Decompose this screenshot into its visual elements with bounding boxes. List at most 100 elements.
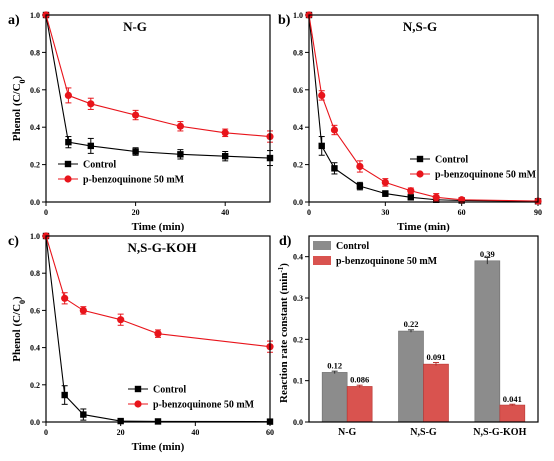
bar-control xyxy=(321,372,348,423)
bar-benzoquinone xyxy=(499,404,526,423)
y-tick-label: 1.0 xyxy=(30,11,40,20)
y-tick-label: 0.2 xyxy=(30,161,40,170)
bar-control xyxy=(474,260,501,423)
y-tick-label: 0.0 xyxy=(30,198,40,207)
series-control xyxy=(42,11,274,167)
y-tick-label: 0.0 xyxy=(30,418,40,427)
data-point xyxy=(132,148,139,155)
data-point xyxy=(117,417,124,425)
data-point xyxy=(61,294,69,302)
data-point xyxy=(432,193,440,201)
y-tick-label: 0.1 xyxy=(293,377,303,386)
legend-swatch xyxy=(313,256,331,265)
category-label: N,S-G-KOH xyxy=(473,427,526,438)
y-tick-label: 1.0 xyxy=(30,232,40,241)
y-tick-label: 0.0 xyxy=(293,198,303,207)
bar-value-label: 0.22 xyxy=(404,319,419,329)
category-label: N,S-G xyxy=(410,427,437,438)
legend-marker xyxy=(64,160,72,168)
panel-2: 0 20 40 60 0.0 0.2 0.4 0.6 0.8 1.0 Time (min) Pheno… xyxy=(8,232,274,453)
data-point xyxy=(330,126,339,134)
panel-title: N-G xyxy=(123,19,147,34)
x-tick-label: 20 xyxy=(132,208,140,217)
legend-marker xyxy=(64,175,72,183)
plot-frame-0 xyxy=(45,14,271,203)
legend-label: Control xyxy=(153,385,186,396)
plot-frame-3 xyxy=(308,235,539,423)
series-line xyxy=(45,14,271,138)
y-tick-label: 0.4 xyxy=(293,253,303,262)
y-tick-label: 0.6 xyxy=(30,86,40,95)
data-point xyxy=(65,138,72,146)
y-tick-label: 0.8 xyxy=(30,48,40,57)
legend-label: Control xyxy=(336,241,369,252)
y-axis-label: Reaction rate constant (min-1) xyxy=(277,263,290,403)
legend-label: Control xyxy=(83,160,116,171)
x-tick-label: 0 xyxy=(44,428,48,437)
data-point xyxy=(318,91,326,100)
series-benzoquinone xyxy=(42,11,274,143)
legend-label: Control xyxy=(435,155,468,166)
y-tick-label: 0.4 xyxy=(30,344,40,353)
legend-marker xyxy=(416,155,424,163)
panel-0: 0 20 40 0.0 0.2 0.4 0.6 0.8 1.0 Time (min) Phenol … xyxy=(8,11,274,233)
x-tick-label: 40 xyxy=(221,208,229,217)
y-axis-label: Phenol (C/C0) xyxy=(11,75,27,141)
bar-value-label: 0.091 xyxy=(426,352,445,362)
legend-marker xyxy=(134,400,142,408)
data-point xyxy=(64,91,72,100)
data-point xyxy=(331,165,338,172)
data-point xyxy=(356,162,364,171)
bar-value-label: 0.086 xyxy=(350,374,369,384)
x-tick-label: 0 xyxy=(307,208,311,217)
panel-letter: d) xyxy=(279,234,292,249)
panel-title: N,S-G xyxy=(403,19,437,34)
data-point xyxy=(177,151,184,158)
y-tick-label: 0.2 xyxy=(293,161,303,170)
legend-label: p-benzoquinone 50 mM xyxy=(83,175,185,186)
y-tick-label: 0.8 xyxy=(30,269,40,278)
data-point xyxy=(80,411,87,418)
data-point xyxy=(356,182,364,190)
y-tick-label: 0.4 xyxy=(30,123,40,132)
legend-label: p-benzoquinone 50 mM xyxy=(435,170,537,181)
panel-letter: a) xyxy=(8,13,20,28)
y-tick-label: 1.0 xyxy=(293,11,303,20)
x-tick-label: 90 xyxy=(534,208,542,217)
x-tick-label: 20 xyxy=(117,428,125,437)
x-tick-label: 40 xyxy=(191,428,199,437)
y-axis-label: Phenol (C/C0) xyxy=(11,296,27,362)
plot-frame-1 xyxy=(308,14,539,203)
y-tick-label: 0.4 xyxy=(293,123,303,132)
data-point xyxy=(79,306,87,314)
legend-label: p-benzoquinone 50 mM xyxy=(336,256,438,267)
x-axis-label: Time (min) xyxy=(132,441,185,453)
data-point xyxy=(407,187,415,195)
panel-1: 0 30 60 90 0.0 0.2 0.4 0.6 0.8 1.0 Time (min) b) N,S… xyxy=(278,11,542,233)
data-point xyxy=(222,152,229,160)
data-point xyxy=(381,178,389,186)
data-point xyxy=(176,122,184,130)
y-tick-label: 0.0 xyxy=(293,418,303,427)
data-point xyxy=(87,100,95,108)
y-tick-label: 0.2 xyxy=(30,381,40,390)
panel-3: 0.12 0.086 N-G 0.22 0.091 N,S-G 0.39 0.041 N,S-G… xyxy=(277,234,527,438)
data-point xyxy=(132,111,140,119)
series-control xyxy=(42,232,274,425)
series-line xyxy=(45,14,271,159)
y-tick-label: 0.8 xyxy=(293,48,303,57)
x-axis-label: Time (min) xyxy=(397,221,450,233)
y-tick-label: 0.2 xyxy=(293,335,303,344)
y-tick-label: 0.6 xyxy=(30,306,40,315)
bar-value-label: 0.041 xyxy=(503,394,522,404)
panel-letter: c) xyxy=(8,234,19,249)
series-line xyxy=(45,235,271,348)
data-point xyxy=(221,129,229,137)
x-tick-label: 30 xyxy=(381,208,389,217)
category-label: N-G xyxy=(338,427,357,438)
data-point xyxy=(318,142,325,150)
x-tick-label: 60 xyxy=(458,208,466,217)
bar-value-label: 0.39 xyxy=(480,249,495,259)
x-tick-label: 60 xyxy=(266,428,274,437)
